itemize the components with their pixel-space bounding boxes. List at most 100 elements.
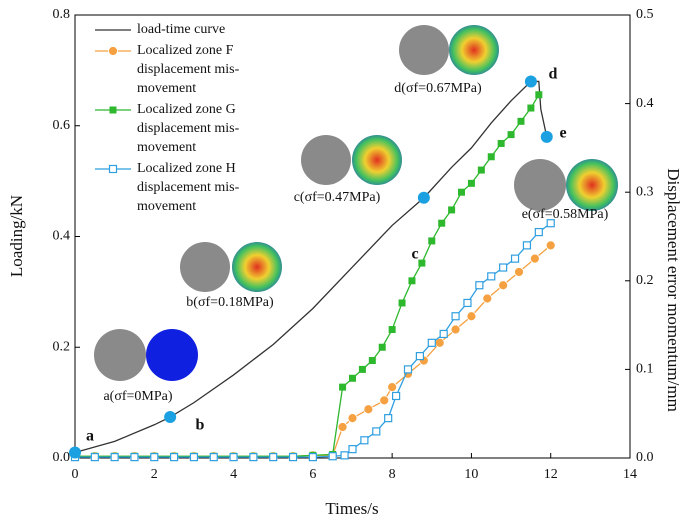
point-caption: d(σf=0.67MPa): [394, 81, 482, 96]
x-tick-label: 8: [389, 467, 396, 482]
point-marker: [361, 437, 368, 444]
point-marker: [515, 267, 524, 276]
point-marker: [190, 454, 197, 461]
y2-tick-label: 0.5: [636, 7, 654, 22]
point-marker: [349, 446, 356, 453]
point-marker: [478, 167, 485, 174]
point-marker: [527, 105, 534, 112]
point-marker: [438, 220, 445, 227]
point-marker: [329, 453, 336, 460]
x-tick-label: 14: [623, 467, 637, 482]
point-marker: [348, 414, 357, 423]
y2-tick-label: 0.0: [636, 450, 654, 465]
y2-tick-label: 0.2: [636, 273, 654, 288]
point-marker: [523, 242, 530, 249]
x-tick-label: 0: [72, 467, 79, 482]
point-marker: [359, 366, 366, 373]
point-marker: [270, 454, 277, 461]
point-label: e: [559, 125, 566, 142]
y-tick-label: 0.8: [53, 7, 71, 22]
point-marker: [408, 277, 415, 284]
legend-label: Localized zone G displacement mis-moveme…: [137, 102, 239, 155]
key-point: [525, 75, 537, 87]
legend-marker: [110, 166, 117, 173]
point-marker: [508, 131, 515, 138]
point-marker: [546, 241, 555, 250]
x-tick-label: 4: [230, 467, 237, 482]
point-marker: [338, 422, 347, 431]
legend-icon: [93, 162, 133, 176]
point-marker: [499, 281, 508, 290]
point-label: c: [411, 246, 418, 263]
point-marker: [349, 375, 356, 382]
point-marker: [428, 339, 435, 346]
x-tick-label: 6: [309, 467, 316, 482]
x-tick-label: 12: [544, 467, 558, 482]
point-marker: [111, 454, 118, 461]
point-caption: a(σf=0MPa): [103, 389, 172, 404]
point-marker: [458, 189, 465, 196]
point-marker: [388, 383, 397, 392]
point-marker: [530, 254, 539, 263]
legend-label: load-time curve: [137, 22, 225, 37]
point-marker: [91, 454, 98, 461]
point-label: d: [549, 66, 558, 83]
point-marker: [389, 326, 396, 333]
point-marker: [210, 454, 217, 461]
point-marker: [428, 237, 435, 244]
point-marker: [467, 312, 476, 321]
point-marker: [339, 384, 346, 391]
point-marker: [405, 366, 412, 373]
legend-icon: [93, 103, 133, 117]
point-marker: [535, 229, 542, 236]
series-line: [75, 223, 551, 457]
y-tick-label: 0.6: [53, 118, 71, 133]
page: Times/s Loading/kN Displacement error mo…: [0, 0, 685, 526]
legend-icon: [93, 44, 133, 58]
point-marker: [250, 454, 257, 461]
point-marker: [341, 452, 348, 459]
point-marker: [418, 260, 425, 267]
point-marker: [369, 357, 376, 364]
legend-label: Localized zone F displacement mis-moveme…: [137, 43, 239, 96]
x-tick-label: 2: [151, 467, 158, 482]
point-marker: [399, 299, 406, 306]
point-marker: [464, 299, 471, 306]
point-marker: [517, 118, 524, 125]
point-marker: [440, 330, 447, 337]
point-marker: [393, 392, 400, 399]
y2-tick-label: 0.1: [636, 362, 654, 377]
point-marker: [451, 325, 460, 334]
y-tick-label: 0.0: [53, 450, 71, 465]
point-caption: c(σf=0.47MPa): [294, 190, 381, 205]
point-caption: b(σf=0.18MPa): [186, 295, 274, 310]
key-point: [418, 192, 430, 204]
point-marker: [230, 454, 237, 461]
point-marker: [309, 454, 316, 461]
point-marker: [512, 255, 519, 262]
legend-entry: Localized zone G displacement mis-moveme…: [93, 100, 273, 157]
point-marker: [151, 454, 158, 461]
y2-axis-label: Displacement error momentum/mm: [664, 168, 683, 412]
legend-entry: Localized zone F displacement mis-moveme…: [93, 41, 273, 98]
y-tick-label: 0.4: [53, 229, 71, 244]
point-marker: [290, 454, 297, 461]
legend-label: Localized zone H displacement mis-moveme…: [137, 161, 239, 214]
legend: load-time curve Localized zone F displace…: [93, 20, 273, 218]
point-marker: [488, 273, 495, 280]
point-marker: [535, 91, 542, 98]
point-label: a: [86, 428, 94, 445]
x-tick-label: 10: [464, 467, 478, 482]
point-marker: [448, 206, 455, 213]
point-marker: [498, 140, 505, 147]
point-marker: [476, 282, 483, 289]
point-marker: [131, 454, 138, 461]
legend-entry: Localized zone H displacement mis-moveme…: [93, 159, 273, 216]
point-marker: [385, 415, 392, 422]
legend-marker: [110, 107, 117, 114]
legend-icon: [93, 23, 133, 37]
point-label: b: [196, 417, 205, 434]
y-axis-label: Loading/kN: [7, 195, 26, 277]
point-marker: [416, 353, 423, 360]
point-marker: [500, 264, 507, 271]
